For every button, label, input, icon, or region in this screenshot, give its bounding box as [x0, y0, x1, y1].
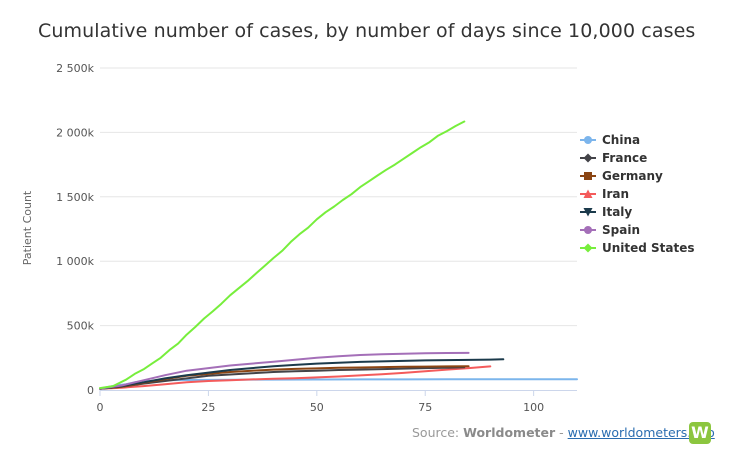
legend-label: France — [602, 151, 648, 165]
source-prefix: Source: — [412, 425, 464, 440]
legend-item-united-states[interactable]: United States — [578, 239, 695, 257]
y-axis: 0 500k 1 000k 1 500k 2 000k 2 500k — [56, 62, 94, 397]
x-tick-label: 0 — [97, 401, 104, 414]
y-axis-label: Patient Count — [21, 190, 34, 265]
series-line-italy[interactable] — [99, 358, 505, 390]
source-credit: Source: Worldometer - www.worldometers.i… — [412, 425, 715, 440]
y-tick-label: 500k — [67, 320, 95, 333]
x-tick-label: 75 — [418, 401, 432, 414]
y-tick-label: 1 000k — [56, 255, 94, 268]
legend-label: Spain — [602, 223, 640, 237]
legend-label: Italy — [602, 205, 633, 219]
legend-symbol-diamond-icon — [580, 243, 596, 253]
legend-item-china[interactable]: China — [578, 131, 695, 149]
y-tick-label: 0 — [87, 384, 94, 397]
legend-marker — [583, 208, 593, 217]
y-tick-label: 1 500k — [56, 191, 94, 204]
legend-item-spain[interactable]: Spain — [578, 221, 695, 239]
legend-label: China — [602, 133, 641, 147]
x-tick-label: 25 — [201, 401, 215, 414]
legend-symbol-diamond-icon — [580, 153, 596, 163]
legend-symbol-circle-icon — [580, 226, 596, 234]
legend-symbol-circle-icon — [580, 136, 596, 144]
legend-label: United States — [602, 241, 695, 255]
legend-label: Iran — [602, 187, 630, 201]
legend-item-germany[interactable]: Germany — [578, 167, 695, 185]
legend: China France Germany Iran Italy Spain United S… — [578, 131, 695, 257]
worldometer-logo-icon[interactable]: W — [689, 422, 711, 444]
legend-item-italy[interactable]: Italy — [578, 203, 695, 221]
x-tick-label: 100 — [523, 401, 544, 414]
legend-marker — [584, 136, 592, 144]
source-brand: Worldometer — [463, 425, 556, 440]
series-line-spain[interactable] — [99, 351, 470, 390]
legend-item-france[interactable]: France — [578, 149, 695, 167]
y-tick-label: 2 000k — [56, 126, 94, 139]
legend-marker — [584, 172, 592, 180]
series-lines — [99, 120, 578, 390]
source-separator: - — [555, 425, 568, 440]
legend-item-iran[interactable]: Iran — [578, 185, 695, 203]
legend-symbol-triangle-icon — [580, 189, 596, 198]
legend-marker — [583, 153, 593, 163]
legend-marker — [584, 226, 592, 234]
chart-title: Cumulative number of cases, by number of… — [38, 20, 696, 42]
legend-symbol-square-icon — [580, 172, 596, 180]
series-line-iran[interactable] — [99, 365, 492, 390]
grid-lines — [100, 67, 577, 327]
series-line-france[interactable] — [99, 366, 466, 390]
legend-marker — [583, 189, 593, 198]
legend-label: Germany — [602, 169, 663, 183]
x-axis: 0 25 50 75 100 — [97, 390, 577, 414]
x-tick-label: 50 — [310, 401, 324, 414]
legend-marker — [583, 243, 593, 253]
legend-symbol-triangle-down-icon — [580, 208, 596, 217]
source-link[interactable]: www.worldometers.info — [567, 425, 715, 440]
y-tick-label: 2 500k — [56, 62, 94, 75]
series-line-united-states[interactable] — [99, 120, 466, 390]
